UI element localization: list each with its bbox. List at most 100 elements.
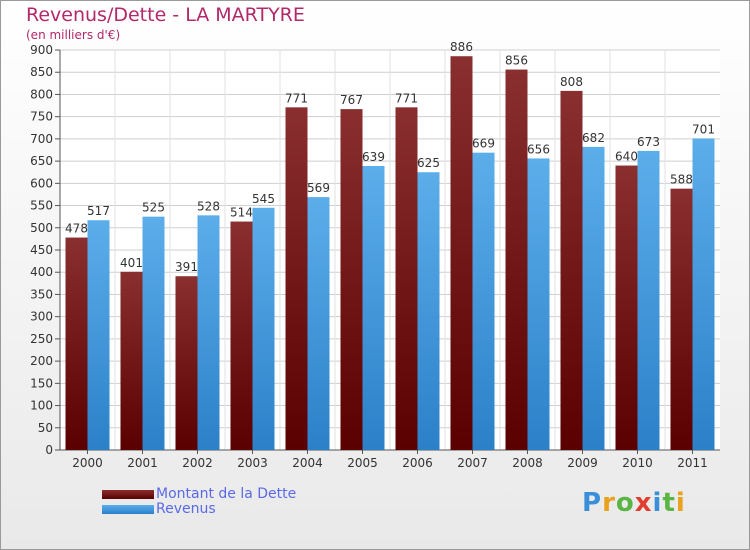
x-tick-label: 2006 (402, 456, 433, 470)
data-label-dette: 391 (175, 260, 198, 274)
bar-dette (340, 109, 363, 450)
data-label-revenus: 673 (637, 135, 660, 149)
bar-revenus (197, 215, 220, 450)
axis-layer: 0 50 100 150 200 250 300 350 400 450 500 550 600 650 7… (30, 43, 720, 470)
data-label-revenus: 682 (582, 131, 605, 145)
y-tick-label: 500 (30, 221, 53, 235)
y-tick-label: 150 (30, 376, 53, 390)
y-tick-label: 750 (30, 110, 53, 124)
data-label-revenus: 525 (142, 201, 165, 215)
logo-letter: P (582, 488, 603, 518)
y-tick-label: 800 (30, 87, 53, 101)
y-tick-label: 0 (45, 443, 53, 457)
bar-dette (120, 271, 143, 450)
chart-subtitle: (en milliers d'€) (26, 28, 121, 42)
x-tick-label: 2010 (622, 456, 653, 470)
x-tick-label: 2004 (292, 456, 323, 470)
logo-letter: i (675, 488, 686, 518)
data-label-dette: 588 (670, 173, 693, 187)
y-tick-label: 100 (30, 399, 53, 413)
y-tick-label: 600 (30, 176, 53, 190)
data-label-dette: 767 (340, 93, 363, 107)
bar-revenus (87, 220, 110, 450)
y-tick-label: 900 (30, 43, 53, 57)
data-label-revenus: 701 (692, 122, 715, 136)
bar-dette (65, 237, 88, 450)
bar-dette (175, 276, 198, 450)
data-label-revenus: 528 (197, 199, 220, 213)
bar-revenus (362, 166, 385, 450)
legend-item-revenus: Revenus (102, 501, 216, 517)
logo-letter: x (634, 488, 653, 518)
bar-dette (395, 107, 418, 450)
bar-revenus (472, 152, 495, 450)
data-label-revenus: 545 (252, 192, 275, 206)
data-label-revenus: 639 (362, 150, 385, 164)
y-tick-label: 50 (38, 421, 53, 435)
legend-swatch-revenus (102, 504, 154, 514)
y-tick-label: 400 (30, 265, 53, 279)
grid-layer (60, 49, 720, 450)
y-tick-label: 850 (30, 65, 53, 79)
data-label-dette: 856 (505, 54, 528, 68)
x-tick-label: 2009 (567, 456, 598, 470)
x-tick-label: 2008 (512, 456, 543, 470)
bar-revenus (692, 138, 715, 450)
logo-letter: i (652, 488, 663, 518)
logo-letter: t (662, 488, 676, 518)
chart-title: Revenus/Dette - LA MARTYRE (26, 4, 305, 26)
data-label-dette: 640 (615, 150, 638, 164)
y-tick-label: 650 (30, 154, 53, 168)
y-tick-label: 300 (30, 310, 53, 324)
data-label-dette: 886 (450, 40, 473, 54)
bar-revenus (307, 197, 330, 450)
legend-item-dette: Montant de la Dette (102, 486, 296, 502)
logo-letter: o (615, 488, 635, 518)
bar-dette (670, 188, 693, 450)
y-tick-label: 550 (30, 199, 53, 213)
legend-label-revenus: Revenus (156, 501, 216, 517)
bar-revenus (142, 216, 165, 450)
legend-label-dette: Montant de la Dette (156, 486, 297, 502)
bar-dette (560, 90, 583, 450)
data-label-revenus: 656 (527, 142, 550, 156)
x-tick-label: 2011 (677, 456, 708, 470)
proxiti-logo: Proxiti (582, 488, 686, 518)
bar-revenus (417, 172, 440, 450)
bar-dette (285, 107, 308, 450)
x-tick-label: 2000 (72, 456, 103, 470)
bar-revenus (582, 146, 605, 450)
bar-dette (450, 56, 473, 450)
data-label-revenus: 669 (472, 137, 495, 151)
data-label-dette: 771 (285, 91, 308, 105)
bar-revenus (252, 207, 275, 450)
y-tick-label: 450 (30, 243, 53, 257)
data-label-dette: 808 (560, 75, 583, 89)
y-tick-label: 200 (30, 354, 53, 368)
data-label-revenus: 569 (307, 181, 330, 195)
data-label-dette: 771 (395, 91, 418, 105)
x-tick-label: 2001 (127, 456, 158, 470)
logo-letter: r (602, 488, 616, 518)
bar-dette (230, 221, 253, 450)
y-tick-label: 350 (30, 287, 53, 301)
x-tick-label: 2002 (182, 456, 213, 470)
bar-revenus (527, 158, 550, 450)
x-tick-label: 2005 (347, 456, 378, 470)
data-label-dette: 478 (65, 222, 88, 236)
x-tick-label: 2003 (237, 456, 268, 470)
legend-swatch-dette (102, 489, 154, 499)
bar-layer (65, 56, 715, 451)
y-tick-label: 250 (30, 332, 53, 346)
data-label-revenus: 625 (417, 156, 440, 170)
y-tick-label: 700 (30, 132, 53, 146)
bar-dette (615, 165, 638, 451)
bar-dette (505, 69, 528, 451)
bar-revenus (637, 150, 660, 450)
data-label-revenus: 517 (87, 204, 110, 218)
data-label-dette: 514 (230, 206, 253, 220)
data-label-dette: 401 (120, 256, 143, 270)
x-tick-label: 2007 (457, 456, 488, 470)
